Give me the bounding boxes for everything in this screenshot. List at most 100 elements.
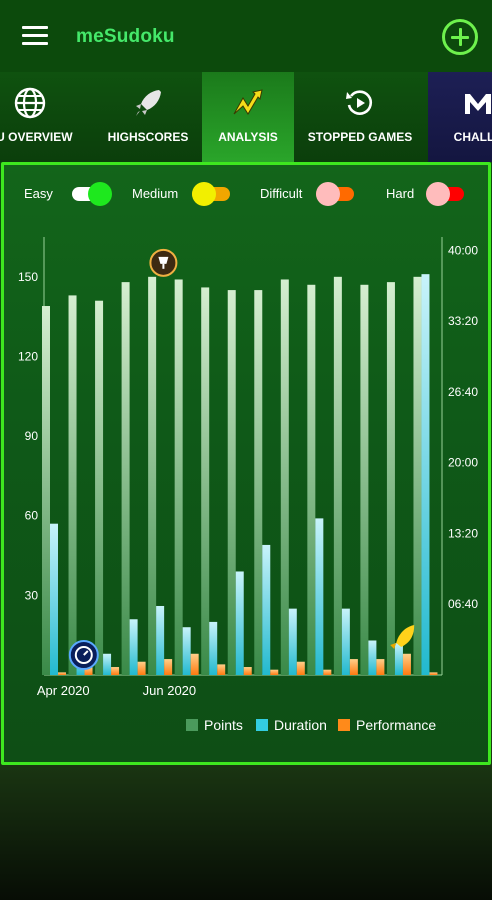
x-tick-label: Jun 2020 — [143, 683, 197, 698]
legend-item-duration: Duration — [256, 717, 327, 733]
bar-points — [121, 282, 130, 675]
bar-duration — [315, 518, 324, 675]
bar-performance — [296, 661, 305, 675]
y-left-tick-label: 120 — [18, 349, 38, 363]
bar-duration — [182, 627, 191, 675]
toggle-knob — [426, 182, 450, 206]
y-right-tick-label: 33:20 — [448, 314, 478, 328]
bar-performance — [137, 661, 146, 675]
bar-duration — [368, 640, 377, 675]
tab-label: ANALYSIS — [218, 130, 278, 144]
trophy-cup — [158, 256, 169, 264]
tab-sudoku-overview[interactable]: KU OVERVIEW — [0, 72, 90, 162]
y-right-tick-label: 26:40 — [448, 385, 478, 399]
bar-performance — [58, 672, 66, 675]
replay-icon — [346, 90, 373, 115]
bar-points — [42, 306, 50, 675]
trophy-icon — [149, 248, 178, 277]
y-left-tick-label: 30 — [25, 588, 39, 602]
bar-points — [360, 284, 369, 675]
tab-analysis[interactable]: ANALYSIS — [202, 72, 294, 162]
bar-duration — [394, 643, 403, 675]
bar-points — [227, 290, 236, 675]
globe-icon — [14, 87, 46, 119]
y-left-tick-label: 60 — [25, 509, 39, 523]
tab-highscores[interactable]: HIGHSCORES — [96, 72, 200, 162]
filter-label: Difficult — [260, 186, 303, 201]
bar-performance — [349, 659, 358, 675]
tab-stopped-games[interactable]: STOPPED GAMES — [296, 72, 424, 162]
bar-performance — [164, 659, 173, 675]
bar-points — [148, 276, 157, 675]
legend-label: Points — [204, 717, 243, 733]
rocket-icon — [136, 90, 161, 116]
bar-points — [254, 290, 263, 675]
bar-points — [68, 295, 77, 675]
difficult-toggle[interactable] — [316, 181, 356, 207]
bar-performance — [402, 653, 411, 675]
tab-label: HIGHSCORES — [107, 130, 189, 144]
bar-points — [174, 279, 183, 675]
toggle-knob — [316, 182, 340, 206]
filter-label: Hard — [386, 186, 415, 201]
filter-label: Medium — [132, 186, 179, 201]
app-title: meSudoku — [76, 26, 175, 47]
bar-points — [333, 276, 342, 675]
tab-bar: KU OVERVIEW HIGHSCORES ANALYSIS STOPPED … — [0, 72, 492, 162]
bar-duration — [156, 605, 165, 675]
toggle-knob — [88, 182, 112, 206]
stopwatch-hand — [83, 650, 89, 656]
filter-label: Easy — [24, 186, 53, 201]
bar-duration — [235, 571, 244, 675]
bar-duration — [421, 274, 430, 675]
bar-performance — [429, 672, 438, 675]
stopwatch-icon — [68, 640, 99, 670]
hard-toggle[interactable] — [426, 181, 466, 207]
bar-performance — [190, 653, 199, 675]
bar-duration — [50, 523, 58, 675]
y-right-tick-label: 06:40 — [448, 597, 478, 611]
plus-circle-icon[interactable] — [442, 19, 478, 55]
bar-duration — [262, 544, 271, 675]
y-right-tick-label: 40:00 — [448, 243, 478, 257]
bar-points — [95, 300, 104, 675]
medium-toggle[interactable] — [192, 181, 232, 207]
toggle-knob — [192, 182, 216, 206]
bar-performance — [270, 669, 279, 675]
easy-toggle[interactable] — [72, 181, 112, 207]
lightning-chart-icon — [233, 89, 263, 115]
rocket-fin — [390, 643, 397, 649]
difficulty-filters: Easy Medium Difficult Hard — [4, 175, 492, 215]
legend-label: Performance — [356, 717, 437, 733]
bar-performance — [111, 667, 120, 675]
bar-points — [280, 279, 289, 675]
legend-swatch-performance — [338, 719, 350, 731]
bar-duration — [103, 653, 112, 675]
bar-performance — [323, 669, 332, 675]
hamburger-menu-icon[interactable] — [22, 26, 48, 46]
bar-points — [307, 284, 316, 675]
analysis-panel: Easy Medium Difficult Hard — [1, 162, 491, 765]
legend-label: Duration — [274, 717, 327, 733]
analysis-chart: 30 60 90 120 150 06:40 13:20 20:00 26:40 33:20 40:… — [18, 237, 478, 698]
rocket-marker-icon — [390, 625, 415, 649]
legend-item-performance: Performance — [338, 717, 436, 733]
app-bar: meSudoku — [0, 0, 492, 72]
bar-duration — [209, 621, 218, 675]
bar-points — [201, 287, 210, 675]
bar-performance — [243, 667, 252, 675]
y-right-tick-label: 20:00 — [448, 456, 478, 470]
x-tick-label: Apr 2020 — [37, 683, 90, 698]
y-left-tick-label: 150 — [18, 270, 38, 284]
y-right-tick-label: 13:20 — [448, 526, 478, 540]
legend-item-points: Points — [186, 717, 243, 733]
bar-performance — [84, 667, 93, 675]
challenge-icon — [465, 94, 491, 114]
tab-label: KU OVERVIEW — [0, 130, 73, 144]
bar-points — [386, 282, 395, 675]
rocket-body — [396, 625, 415, 647]
bar-performance — [376, 659, 385, 675]
bar-duration — [129, 619, 138, 675]
